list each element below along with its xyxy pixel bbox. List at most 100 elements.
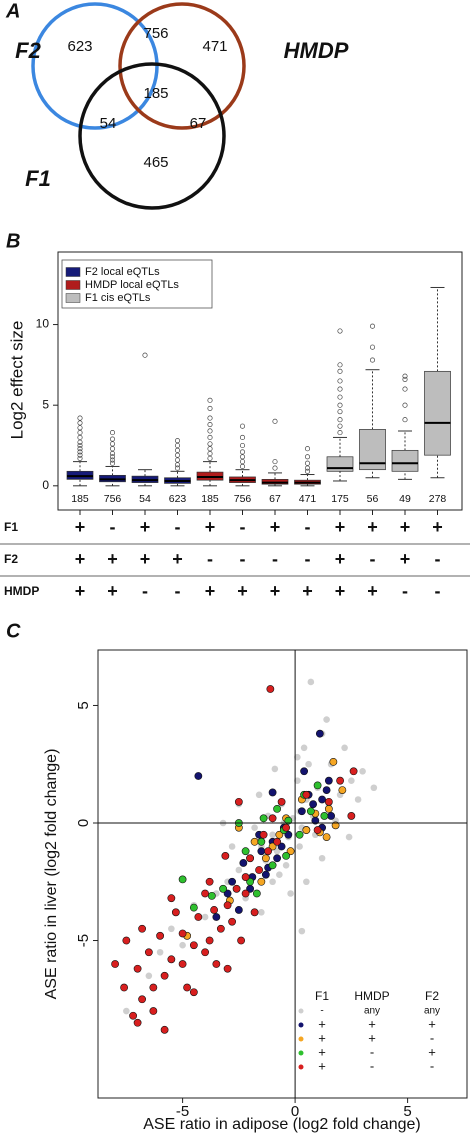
point xyxy=(178,875,187,884)
count-label: 56 xyxy=(367,493,379,505)
count-label: 278 xyxy=(429,493,447,505)
point xyxy=(129,1011,137,1020)
outlier xyxy=(109,454,116,460)
sign: - xyxy=(272,549,278,569)
point xyxy=(252,889,261,898)
sign: - xyxy=(142,581,148,601)
count-label: 185 xyxy=(201,493,219,505)
outlier xyxy=(304,454,311,460)
point xyxy=(250,908,259,917)
sign: + xyxy=(75,549,86,569)
point xyxy=(138,995,146,1004)
outlier xyxy=(369,357,376,363)
venn-count: 185 xyxy=(143,85,168,102)
point xyxy=(331,821,340,830)
point xyxy=(284,830,293,839)
point xyxy=(309,800,317,809)
legend-dot xyxy=(298,1050,304,1056)
point xyxy=(296,843,303,850)
outlier xyxy=(77,439,83,445)
point xyxy=(221,852,230,860)
box xyxy=(326,456,354,472)
venn-set-label: HMDP xyxy=(284,38,349,63)
y-tick-label: -5 xyxy=(75,934,92,947)
venn-count: 67 xyxy=(190,115,207,132)
y-axis-label: Log2 effect size xyxy=(7,321,26,440)
x-tick-label: 0 xyxy=(291,1103,299,1120)
legend-sign: + xyxy=(428,1044,436,1059)
outlier xyxy=(337,402,343,408)
outlier xyxy=(109,460,116,466)
sign: + xyxy=(107,581,118,601)
outlier xyxy=(239,454,246,460)
point xyxy=(210,906,218,914)
outlier xyxy=(337,362,343,368)
point xyxy=(156,931,164,940)
outlier xyxy=(337,328,343,334)
sign: + xyxy=(302,581,313,601)
outlier xyxy=(174,452,181,458)
outlier xyxy=(239,463,246,470)
point xyxy=(201,913,209,921)
point xyxy=(324,804,333,813)
point xyxy=(149,1007,158,1015)
row-label: F1 xyxy=(4,520,18,534)
outlier xyxy=(402,376,408,382)
outlier xyxy=(207,421,213,428)
point xyxy=(178,960,187,968)
point xyxy=(268,788,277,797)
point xyxy=(123,1007,130,1015)
outlier xyxy=(369,344,376,350)
point xyxy=(205,877,214,886)
outlier xyxy=(207,428,213,434)
point xyxy=(167,955,176,964)
legend-dot xyxy=(298,1022,304,1028)
point xyxy=(273,854,281,863)
outlier xyxy=(304,446,311,452)
point xyxy=(320,812,329,820)
point xyxy=(349,767,358,776)
point xyxy=(258,909,265,916)
legend-sign: - xyxy=(320,1006,323,1017)
point xyxy=(277,842,286,851)
point xyxy=(133,964,142,973)
sign: - xyxy=(175,517,181,537)
box xyxy=(391,449,419,472)
point xyxy=(189,903,198,912)
point xyxy=(212,913,221,921)
legend-sign: + xyxy=(318,1058,326,1073)
point xyxy=(239,859,248,867)
point xyxy=(264,847,272,856)
sign: - xyxy=(240,549,246,569)
point xyxy=(259,814,268,823)
outlier xyxy=(272,465,278,471)
point xyxy=(216,924,225,933)
legend-swatch xyxy=(65,267,81,277)
count-label: 756 xyxy=(234,493,252,505)
legend-sign: - xyxy=(370,1058,374,1073)
plot-frame xyxy=(57,251,463,511)
outlier xyxy=(337,378,343,384)
count-label: 185 xyxy=(71,493,89,505)
legend-header: HMDP xyxy=(354,989,389,1003)
outlier xyxy=(272,418,278,424)
legend-sign: - xyxy=(430,1030,434,1045)
sign: + xyxy=(432,517,443,537)
legend-dot xyxy=(298,1036,304,1042)
point xyxy=(347,812,356,820)
point xyxy=(287,890,294,897)
point xyxy=(167,894,176,903)
outlier xyxy=(337,417,343,423)
point xyxy=(160,971,169,980)
outlier xyxy=(142,352,148,358)
point xyxy=(276,871,283,879)
point xyxy=(205,936,214,945)
outlier xyxy=(77,455,83,461)
box xyxy=(424,370,451,456)
count-label: 54 xyxy=(139,493,151,505)
point xyxy=(257,877,266,886)
y-tick-label: 5 xyxy=(75,701,92,709)
point xyxy=(269,831,276,839)
legend-sign: + xyxy=(318,1044,326,1059)
point xyxy=(294,753,301,761)
